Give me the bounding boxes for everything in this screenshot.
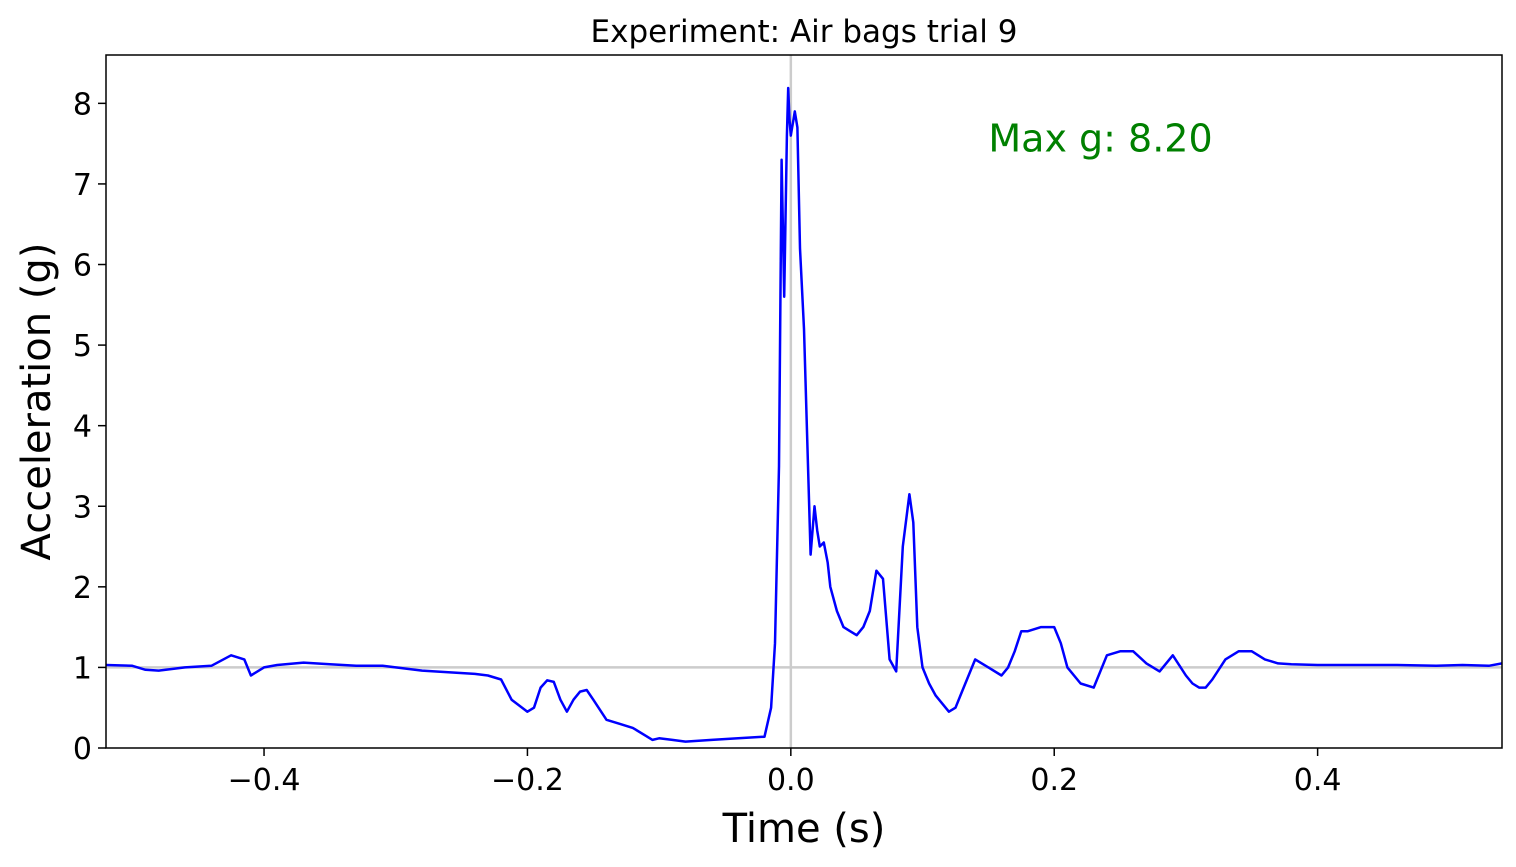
x-tick-label: −0.4 <box>228 763 301 798</box>
y-axis: 0 1 2 3 4 5 6 7 8 <box>73 87 106 767</box>
y-tick-label: 7 <box>73 168 92 203</box>
y-tick-label: 8 <box>73 87 92 122</box>
x-axis: −0.4 −0.2 0.0 0.2 0.4 <box>228 748 1342 798</box>
max-g-annotation: Max g: 8.20 <box>988 117 1212 161</box>
x-tick-label: 0.4 <box>1294 763 1342 798</box>
chart-title: Experiment: Air bags trial 9 <box>591 14 1018 50</box>
y-axis-label: Acceleration (g) <box>14 243 60 561</box>
x-tick-label: 0.2 <box>1030 763 1078 798</box>
reference-lines <box>106 55 1502 748</box>
y-tick-label: 4 <box>73 410 92 445</box>
y-tick-label: 6 <box>73 249 92 284</box>
x-tick-label: −0.2 <box>491 763 564 798</box>
plot-frame <box>105 54 1503 749</box>
x-axis-label: Time (s) <box>722 806 886 852</box>
series-layer <box>105 86 1503 743</box>
y-tick-label: 2 <box>73 571 92 606</box>
y-tick-label: 3 <box>73 490 92 525</box>
series-line-0 <box>105 86 1503 743</box>
y-tick-label: 5 <box>73 329 92 364</box>
x-tick-label: 0.0 <box>767 763 815 798</box>
y-tick-label: 1 <box>73 651 92 686</box>
y-tick-label: 0 <box>73 732 92 767</box>
